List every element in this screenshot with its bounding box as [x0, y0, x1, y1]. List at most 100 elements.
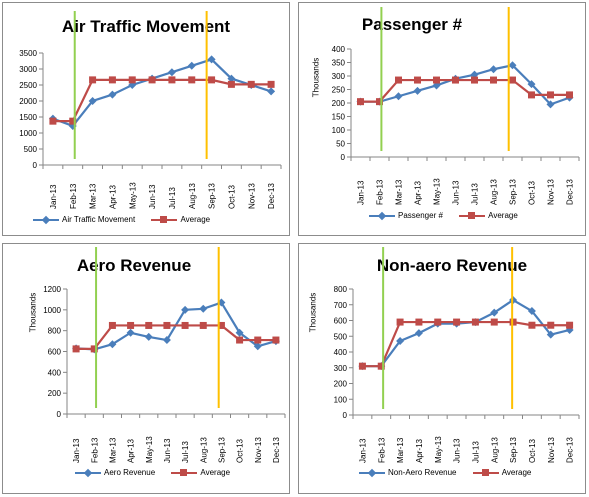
x-tick-label: Dec-13 [272, 437, 281, 463]
data-point [396, 336, 405, 345]
data-point [145, 321, 153, 329]
x-tick-label: Sep-13 [509, 437, 518, 463]
chart-plot-air-traffic: 0 500 1000 1500 2000 2500 3000 3500 Jan-13 Feb-13… [19, 11, 282, 209]
data-point [415, 318, 423, 326]
x-tick-label: Sep-13 [208, 183, 217, 209]
data-point [453, 318, 461, 326]
y-tick-label: 1000 [43, 306, 61, 315]
data-point [489, 65, 498, 74]
data-point [547, 91, 554, 99]
data-point [527, 80, 536, 89]
data-point [90, 345, 98, 353]
x-tick-label: Apr-13 [108, 184, 117, 209]
x-tick-label: May-13 [433, 178, 442, 205]
data-point [167, 68, 176, 77]
data-point [471, 318, 479, 326]
chart-legend: Air Traffic Movement Average [33, 215, 224, 225]
data-point [433, 76, 440, 84]
x-tick-label: Sep-13 [509, 179, 518, 205]
x-tick-label: Feb-13 [90, 437, 99, 463]
legend-swatch-square [459, 211, 486, 221]
y-tick-label: 1500 [19, 113, 37, 122]
chart-plot-non-aero-revenue: 0 100 200 300 400 500 600 700 800 Jan-13 Feb-13 Mar… [334, 247, 580, 463]
data-point [207, 55, 216, 64]
y-tick-label: 2000 [19, 97, 37, 106]
data-point [413, 86, 422, 95]
x-tick-label: Oct-13 [528, 180, 537, 205]
data-point [490, 76, 497, 84]
data-point [566, 91, 573, 99]
chart-plot-passenger: 0 50 100 150 200 250 300 350 400 Jan-13 Feb-13 Mar-… [332, 7, 580, 205]
legend-label: Non-Aero Revenue [388, 468, 457, 478]
series-line [52, 58, 272, 128]
data-point [217, 321, 225, 329]
x-tick-label: Jan-13 [358, 438, 367, 463]
x-tick-label: May-13 [434, 436, 443, 463]
data-point [187, 61, 196, 70]
data-point [108, 340, 117, 349]
y-tick-label: 400 [48, 368, 62, 377]
x-tick-label: Feb-13 [69, 183, 78, 209]
x-tick-label: Apr-13 [414, 180, 423, 205]
data-point [508, 61, 517, 70]
legend-item-average: Average [472, 468, 531, 478]
data-point [144, 332, 153, 341]
data-point [414, 76, 421, 84]
y-tick-label: 1200 [43, 285, 61, 294]
data-point [434, 318, 442, 326]
y-tick-label: 2500 [19, 81, 37, 90]
y-tick-label: 300 [332, 72, 346, 81]
y-tick-label: 50 [336, 140, 345, 149]
data-point [394, 92, 403, 101]
y-tick-label: 350 [332, 59, 346, 68]
x-tick-label: May-13 [128, 182, 137, 209]
y-tick-label: 400 [334, 348, 348, 357]
legend-label: Average [488, 211, 518, 221]
chart-title: Passenger # [361, 15, 463, 34]
data-point [267, 80, 275, 88]
data-point [199, 321, 207, 329]
legend-item-series: Air Traffic Movement [33, 215, 135, 225]
data-point [227, 74, 236, 83]
x-tick-label: Dec-13 [566, 179, 575, 205]
chart-title: Non-aero Revenue [376, 256, 528, 275]
y-tick-label: 600 [48, 348, 62, 357]
x-tick-label: Jun-13 [148, 184, 157, 209]
data-point [208, 76, 216, 84]
data-point [181, 305, 190, 314]
legend-item-series: Non-Aero Revenue [359, 468, 456, 478]
y-tick-label: 400 [332, 45, 346, 54]
data-point [162, 336, 171, 345]
x-tick-label: Feb-13 [377, 437, 386, 463]
x-tick-label: Nov-13 [254, 437, 263, 463]
data-point [88, 97, 97, 105]
legend-item-series: Aero Revenue [75, 468, 155, 478]
data-point [377, 362, 385, 370]
x-tick-label: Mar-13 [396, 437, 405, 463]
data-point [247, 80, 255, 88]
legend-item-average: Average [151, 215, 210, 225]
x-tick-label: Jul-13 [471, 441, 480, 463]
x-tick-label: Oct-13 [528, 438, 537, 463]
y-tick-label: 500 [334, 332, 348, 341]
y-tick-label: 600 [334, 317, 348, 326]
legend-swatch-diamond [33, 215, 59, 225]
legend-item-series: Passenger # [369, 211, 443, 221]
data-point [272, 336, 280, 344]
x-tick-label: Jul-13 [168, 187, 177, 209]
data-point [148, 76, 156, 84]
x-tick-label: Sep-13 [217, 437, 226, 463]
data-point [546, 330, 555, 339]
data-point [547, 321, 555, 329]
y-tick-label: 0 [341, 153, 346, 162]
data-point [236, 336, 244, 344]
data-point [253, 342, 262, 351]
data-point [188, 76, 196, 84]
x-tick-label: Nov-13 [247, 183, 256, 209]
x-tick-label: Aug-13 [490, 179, 499, 205]
data-point [69, 117, 77, 125]
legend-label: Air Traffic Movement [62, 215, 136, 225]
x-tick-label: Mar-13 [89, 183, 98, 209]
y-tick-label: 100 [332, 126, 346, 135]
data-point [199, 304, 208, 313]
